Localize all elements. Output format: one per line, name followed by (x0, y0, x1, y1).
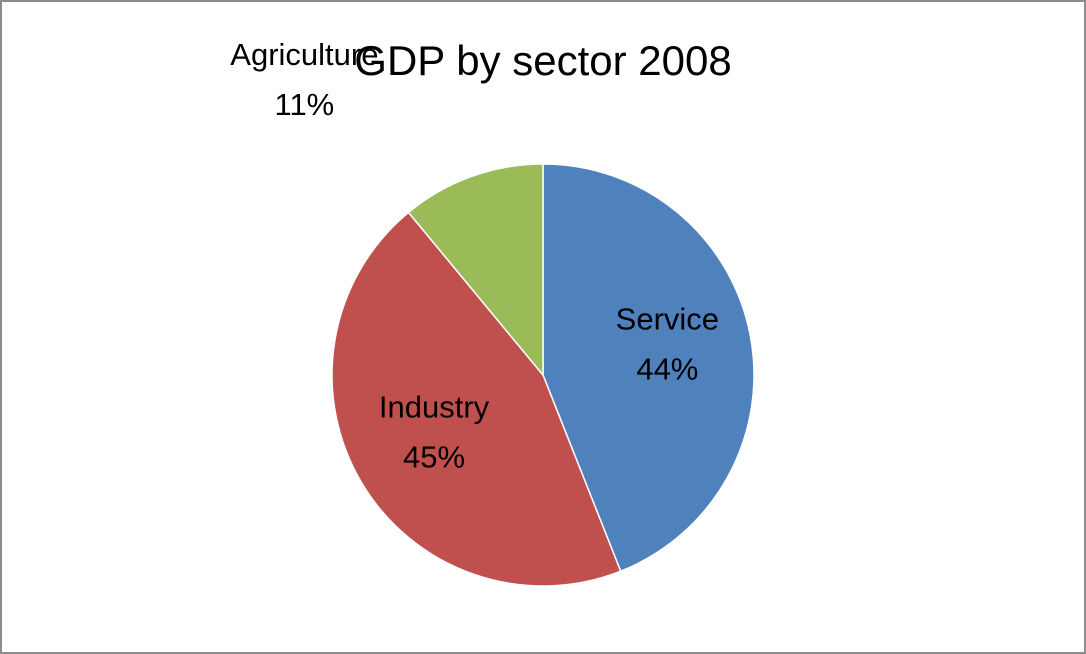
pie-slice (407, 163, 544, 378)
slice-value-label: 11% (275, 87, 335, 122)
chart-title: GDP by sector 2008 (354, 37, 731, 84)
slice-label: Agriculture (230, 37, 378, 72)
slice-value-label: 45% (403, 440, 465, 475)
slice-label: Service (616, 301, 719, 336)
pie-slice (542, 163, 755, 573)
slice-label: Industry (379, 390, 490, 425)
pie-slice (331, 211, 622, 587)
slice-value-label: 44% (636, 351, 698, 386)
